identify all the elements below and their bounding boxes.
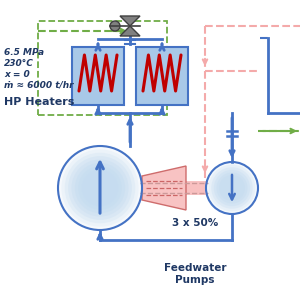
Text: x = 0: x = 0 — [4, 70, 30, 79]
Circle shape — [82, 170, 118, 207]
Text: Feedwater
Pumps: Feedwater Pumps — [164, 263, 226, 285]
Circle shape — [110, 21, 120, 31]
Circle shape — [208, 164, 255, 211]
Circle shape — [216, 173, 247, 204]
Polygon shape — [120, 26, 140, 36]
Circle shape — [68, 156, 132, 220]
Circle shape — [206, 162, 258, 214]
Text: 230°C: 230°C — [4, 59, 34, 68]
Text: 3 x 50%: 3 x 50% — [172, 218, 218, 228]
Circle shape — [211, 167, 253, 209]
Circle shape — [65, 153, 135, 223]
Text: ṁ ≈ 6000 t/hr: ṁ ≈ 6000 t/hr — [4, 81, 74, 90]
FancyBboxPatch shape — [72, 47, 124, 105]
Circle shape — [58, 146, 142, 230]
Circle shape — [71, 159, 129, 217]
Text: HP Heaters: HP Heaters — [4, 97, 74, 107]
Circle shape — [75, 163, 125, 213]
Circle shape — [219, 175, 245, 201]
Circle shape — [61, 149, 139, 227]
Circle shape — [214, 170, 250, 206]
Circle shape — [78, 166, 122, 210]
Polygon shape — [142, 166, 186, 210]
Text: 6.5 MPa: 6.5 MPa — [4, 48, 44, 57]
Polygon shape — [120, 16, 140, 26]
FancyBboxPatch shape — [136, 47, 188, 105]
